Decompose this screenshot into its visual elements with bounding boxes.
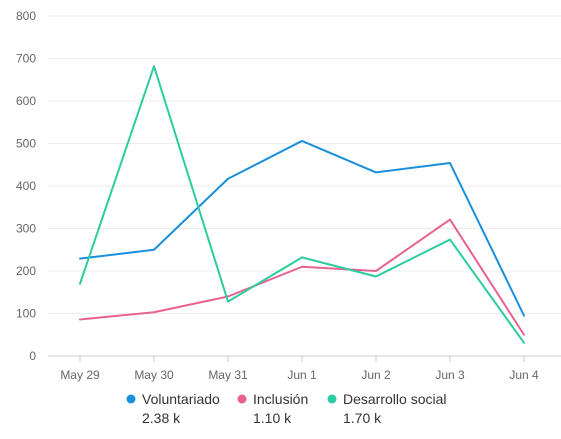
legend: Voluntariado 2.38 k Inclusión 1.10 k Desarro… — [126, 391, 447, 426]
x-tick-label: Jun 4 — [509, 368, 539, 382]
x-tick-label: Jun 3 — [435, 368, 465, 382]
x-tick-label: May 29 — [60, 368, 100, 382]
legend-label: Inclusión — [253, 391, 308, 407]
series-line-0[interactable] — [79, 139, 525, 317]
legend-total: 1.10 k — [253, 410, 292, 426]
y-tick-label: 300 — [16, 222, 36, 236]
legend-label: Voluntariado — [142, 391, 220, 407]
grid-lines — [48, 15, 561, 357]
y-tick-label: 600 — [16, 94, 36, 108]
y-tick-label: 200 — [16, 264, 36, 278]
x-tick-label: May 30 — [134, 368, 174, 382]
series-line-2[interactable] — [79, 65, 525, 344]
y-tick-label: 800 — [16, 9, 36, 23]
y-tick-label: 500 — [16, 137, 36, 151]
legend-item[interactable]: Voluntariado 2.38 k — [126, 391, 221, 426]
legend-label: Desarrollo social — [343, 391, 446, 407]
legend-marker — [327, 394, 337, 404]
x-tick-label: Jun 1 — [287, 368, 317, 382]
legend-marker — [237, 394, 247, 404]
legend-total: 2.38 k — [142, 410, 181, 426]
x-tick-label: May 31 — [208, 368, 248, 382]
series-line-1[interactable] — [79, 218, 525, 336]
series-lines — [79, 65, 525, 344]
y-tick-label: 0 — [29, 349, 36, 363]
legend-total: 1.70 k — [343, 410, 382, 426]
x-tick-label: Jun 2 — [361, 368, 391, 382]
axes: 0 100 200 300 400 500 600 700 800 May 29 May 30 May… — [16, 9, 539, 382]
legend-marker — [126, 394, 136, 404]
y-tick-label: 400 — [16, 179, 36, 193]
y-tick-label: 700 — [16, 52, 36, 66]
legend-item[interactable]: Desarrollo social 1.70 k — [327, 391, 447, 426]
legend-item[interactable]: Inclusión 1.10 k — [237, 391, 309, 426]
y-tick-label: 100 — [16, 307, 36, 321]
